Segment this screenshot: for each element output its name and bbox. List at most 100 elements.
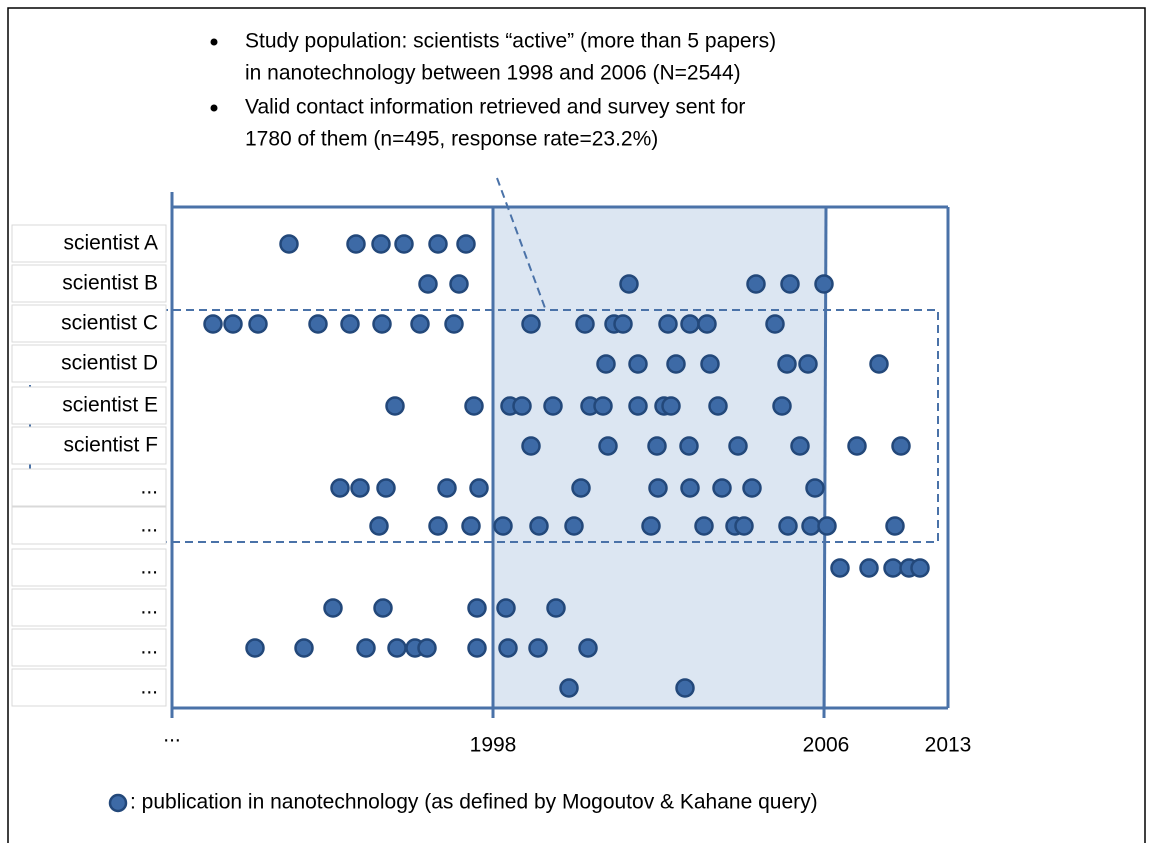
publication-dot	[777, 354, 797, 374]
row-box	[11, 506, 167, 545]
row-box	[11, 668, 167, 707]
publication-dot	[801, 516, 821, 536]
publication-dot	[708, 396, 728, 416]
row-box	[11, 264, 167, 303]
note-line: in nanotechnology between 1998 and 2006 …	[245, 62, 741, 85]
publication-dot	[680, 314, 700, 334]
publication-dot	[666, 354, 686, 374]
publication-dot	[464, 396, 484, 416]
publication-dot	[385, 396, 405, 416]
publication-dot	[564, 516, 584, 536]
note-line: Valid contact information retrieved and …	[245, 96, 745, 119]
publication-dot	[498, 638, 518, 658]
publication-dot	[578, 638, 598, 658]
row-label: ...	[140, 676, 158, 699]
publication-dot	[648, 478, 668, 498]
row-label: scientist C	[61, 312, 158, 335]
publication-dot	[746, 274, 766, 294]
publication-dot	[245, 638, 265, 658]
row-label: scientist E	[62, 394, 158, 417]
row-box	[11, 468, 167, 507]
publication-dot	[700, 354, 720, 374]
notes: Study population: scientists “active” (m…	[210, 30, 776, 151]
publication-dot	[883, 558, 903, 578]
publication-dot	[428, 234, 448, 254]
publication-dot	[469, 478, 489, 498]
publication-dot	[859, 558, 879, 578]
publication-dot	[628, 396, 648, 416]
publication-dot	[613, 314, 633, 334]
row-box	[11, 548, 167, 587]
publication-dot	[575, 314, 595, 334]
publication-dot	[641, 516, 661, 536]
publication-dot	[444, 314, 464, 334]
publication-dot	[330, 478, 350, 498]
publication-dot	[323, 598, 343, 618]
publication-dot	[248, 314, 268, 334]
publication-dot	[546, 598, 566, 618]
publication-dot	[456, 234, 476, 254]
publication-dot	[428, 516, 448, 536]
publication-dot	[658, 314, 678, 334]
publication-dot	[493, 516, 513, 536]
publication-dot	[417, 638, 437, 658]
period-shade	[493, 207, 826, 708]
publication-dot	[680, 478, 700, 498]
publication-dot	[765, 314, 785, 334]
publication-dot	[885, 516, 905, 536]
publication-dot	[772, 396, 792, 416]
note-line: 1780 of them (n=495, response rate=23.2%…	[245, 128, 658, 151]
publication-dot	[869, 354, 889, 374]
publication-dot	[780, 274, 800, 294]
publication-dot	[814, 274, 834, 294]
publication-dot	[372, 314, 392, 334]
publication-dot	[346, 234, 366, 254]
publication-dot	[387, 638, 407, 658]
row-box	[11, 426, 167, 465]
publication-dot	[308, 314, 328, 334]
axis-label: 2013	[925, 734, 972, 757]
publication-dot	[294, 638, 314, 658]
publication-dot	[512, 396, 532, 416]
row-label: scientist F	[63, 434, 158, 457]
row-label: ...	[140, 556, 158, 579]
publication-dot	[734, 516, 754, 536]
publication-dot	[461, 516, 481, 536]
publication-dot	[628, 354, 648, 374]
publication-dot	[778, 516, 798, 536]
publication-dot	[790, 436, 810, 456]
publication-dot	[418, 274, 438, 294]
publication-dot	[340, 314, 360, 334]
publication-dot	[223, 314, 243, 334]
publication-dot	[596, 354, 616, 374]
bullet	[210, 38, 218, 46]
row-label: ...	[140, 514, 158, 537]
publication-dot	[817, 516, 837, 536]
row-box	[11, 386, 167, 425]
row-box	[11, 224, 167, 263]
row-box	[11, 304, 167, 343]
publication-dot	[694, 516, 714, 536]
row-box	[11, 588, 167, 627]
row-label: ...	[140, 636, 158, 659]
publication-dot	[467, 598, 487, 618]
publication-dot	[805, 478, 825, 498]
publication-dot	[350, 478, 370, 498]
publication-dot	[279, 234, 299, 254]
publication-dot	[496, 598, 516, 618]
frame	[7, 7, 1146, 843]
publication-dot	[910, 558, 930, 578]
publication-dot	[847, 436, 867, 456]
row-label: scientist A	[63, 232, 158, 255]
row-labels: scientist A scientist B scientist C scienti…	[11, 224, 167, 707]
axis-label: 2006	[803, 734, 850, 757]
publication-dot	[203, 314, 223, 334]
publication-dot	[647, 436, 667, 456]
publication-dot	[467, 638, 487, 658]
publication-dot	[593, 396, 613, 416]
row-label: ...	[140, 596, 158, 619]
publication-dot	[437, 478, 457, 498]
publication-dot	[376, 478, 396, 498]
publication-dot	[369, 516, 389, 536]
